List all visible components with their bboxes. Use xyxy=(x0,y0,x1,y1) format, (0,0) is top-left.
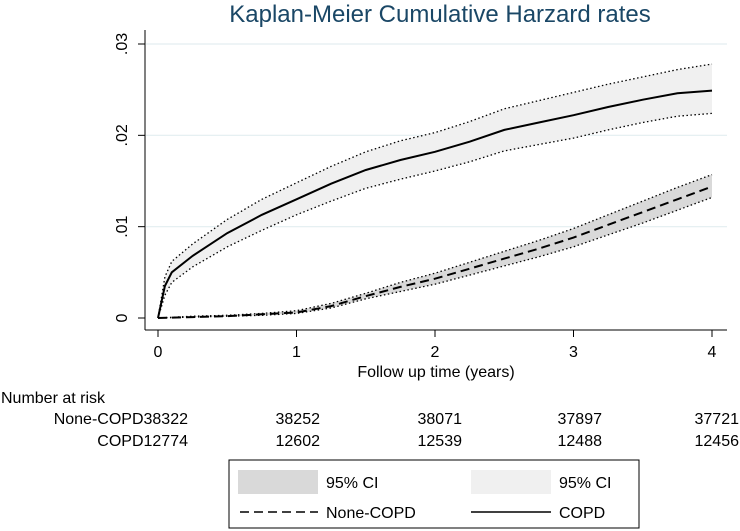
series-lines xyxy=(157,63,713,319)
risk-value-copd-3: 12488 xyxy=(558,433,603,450)
risk-row-label-none-copd: None-COPD38322 xyxy=(54,411,188,428)
legend-label-ci-1: 95% CI xyxy=(326,475,378,492)
ci-band-copd xyxy=(158,64,712,318)
x-ticks: 0 1 2 3 4 xyxy=(154,330,717,361)
legend-label-ci-2: 95% CI xyxy=(559,475,611,492)
x-axis-label: Follow up time (years) xyxy=(357,364,514,381)
y-tick-label-3: .03 xyxy=(114,33,131,55)
risk-value-none-copd-4: 37721 xyxy=(695,411,740,428)
ci-band-none-copd xyxy=(158,174,712,318)
y-tick-label-2: .02 xyxy=(114,124,131,146)
risk-table-title: Number at risk xyxy=(1,390,106,407)
legend-swatch-ci-copd xyxy=(471,470,551,494)
risk-table: None-COPD38322 38252 38071 37897 37721 COPD12… xyxy=(54,411,739,450)
line-copd xyxy=(157,89,713,319)
risk-row-label-copd: COPD12774 xyxy=(97,433,188,450)
ci-upper-none-copd xyxy=(157,173,713,319)
legend-swatch-ci-none-copd xyxy=(238,470,318,494)
x-tick-label-2: 2 xyxy=(431,344,440,361)
x-tick-label-3: 3 xyxy=(569,344,578,361)
risk-value-copd-2: 12539 xyxy=(418,433,463,450)
risk-value-none-copd-2: 38071 xyxy=(418,411,463,428)
line-none-copd xyxy=(157,185,713,319)
confidence-bands xyxy=(158,64,712,318)
risk-value-copd-4: 12456 xyxy=(695,433,740,450)
legend-label-copd: COPD xyxy=(559,505,605,522)
ci-lower-copd xyxy=(157,112,713,319)
x-tick-label-1: 1 xyxy=(292,344,301,361)
axes xyxy=(144,30,727,331)
risk-value-none-copd-1: 38252 xyxy=(276,411,321,428)
chart-title: Kaplan-Meier Cumulative Harzard rates xyxy=(229,1,651,28)
y-tick-label-0: 0 xyxy=(114,313,131,322)
x-tick-label-0: 0 xyxy=(154,344,163,361)
y-ticks: 0 .01 .02 .03 xyxy=(114,33,145,322)
legend: 95% CI 95% CI None-COPD COPD xyxy=(228,459,640,529)
y-tick-label-1: .01 xyxy=(114,215,131,237)
legend-label-none-copd: None-COPD xyxy=(326,505,416,522)
risk-value-copd-1: 12602 xyxy=(276,433,321,450)
risk-value-none-copd-3: 37897 xyxy=(558,411,603,428)
x-tick-label-4: 4 xyxy=(708,344,717,361)
